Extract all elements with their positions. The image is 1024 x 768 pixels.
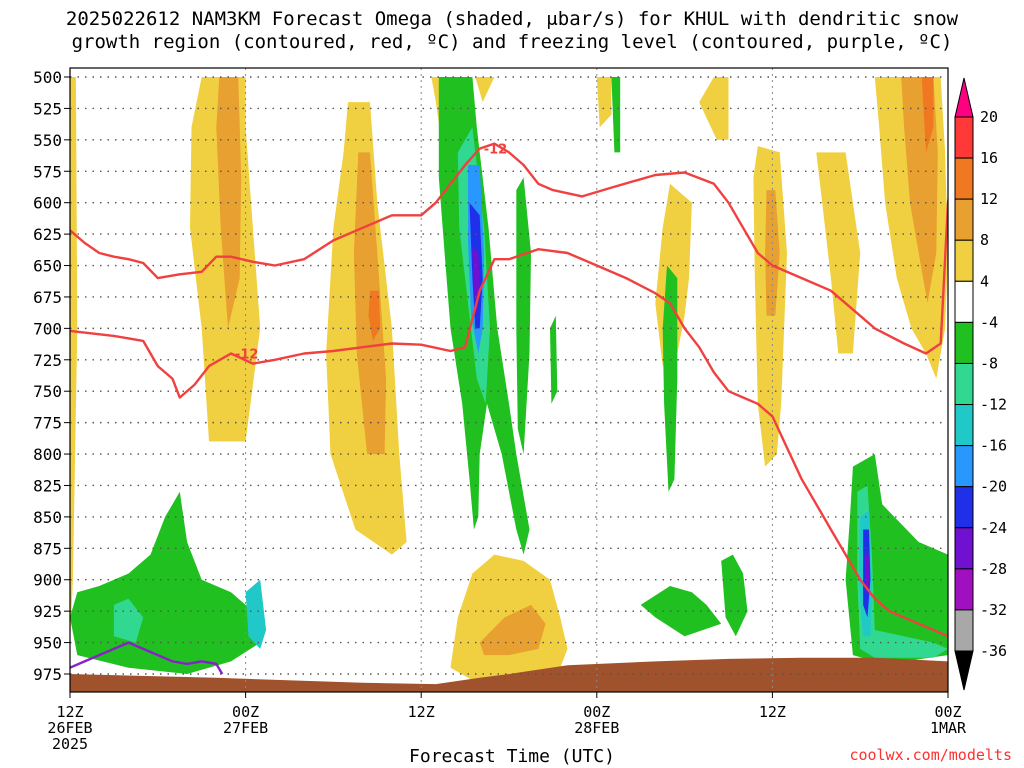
freezing-level-contour [70, 641, 224, 675]
colorbar-swatch-5 [954, 321, 974, 364]
x-tick-label-5-1: 1MAR [930, 719, 967, 737]
omega-region-14 [699, 77, 729, 140]
x-axis-title: Forecast Time (UTC) [409, 746, 615, 767]
omega-region-36 [113, 598, 144, 643]
colorbar-swatch-12 [954, 609, 974, 652]
x-tick-label-3-1: 28FEB [574, 719, 619, 737]
colorbar-swatch-1 [954, 157, 974, 200]
x-tick-label-2-0: 12Z [408, 703, 435, 721]
chart-title-line2: growth region (contoured, red, ºC) and f… [71, 31, 953, 53]
grid-layer [64, 68, 948, 692]
omega-region-12 [765, 190, 780, 316]
credit-label: coolwx.com/modelts [849, 746, 1012, 764]
colorbar-label-13: -36 [980, 642, 1007, 660]
omega-region-34 [864, 554, 869, 593]
y-tick-label-6: 650 [33, 257, 62, 276]
dgz-contour-label-0: -12 [484, 143, 508, 158]
colorbar-bottom-arrow [954, 650, 974, 691]
colorbar-swatch-9 [954, 486, 974, 529]
omega-region-7 [475, 77, 495, 103]
colorbar-label-1: 16 [980, 149, 998, 167]
y-tick-label-12: 800 [33, 445, 62, 464]
omega-region-26 [611, 77, 621, 153]
colorbar-label-5: -4 [980, 313, 998, 331]
y-tick-label-5: 625 [33, 225, 62, 244]
colorbar-swatch-2 [954, 198, 974, 241]
colorbar-label-11: -28 [980, 560, 1007, 578]
y-tick-label-14: 850 [33, 508, 62, 527]
omega-region-24 [516, 177, 531, 455]
terrain-fill [70, 657, 948, 692]
colorbar-swatch-7 [954, 404, 974, 447]
omega-region-25 [550, 315, 558, 404]
colorbar-label-0: 20 [980, 108, 998, 126]
dgz-contour-label-1: -12 [235, 348, 259, 363]
contour-layer: -12 -12 [70, 142, 948, 675]
x-tick-label-0-2: 2025 [52, 735, 88, 753]
colorbar-label-3: 8 [980, 231, 989, 249]
omega-region-15 [816, 152, 861, 354]
colorbar-top-arrow [954, 77, 974, 118]
x-tick-label-0-0: 12Z [56, 703, 83, 721]
omega-shading-layer [70, 77, 948, 681]
omega-region-9 [479, 604, 546, 656]
colorbar-swatch-8 [954, 445, 974, 488]
omega-region-31 [857, 485, 948, 658]
y-tick-label-16: 900 [33, 571, 62, 590]
y-tick-label-19: 975 [33, 665, 62, 684]
x-tick-label-4-0: 12Z [759, 703, 786, 721]
omega-region-0 [70, 77, 78, 643]
y-tick-label-4: 600 [33, 194, 62, 213]
plot-frame [69, 67, 949, 693]
colorbar-swatch-6 [954, 362, 974, 406]
colorbar-label-9: -20 [980, 478, 1007, 496]
colorbar-swatch-11 [954, 568, 974, 611]
x-tick-label-5-0: 00Z [934, 703, 961, 721]
colorbar-swatch-0 [954, 116, 974, 159]
colorbar-swatch-4 [954, 280, 974, 323]
dgz-contour-1 [70, 247, 948, 638]
colorbar-swatch-10 [954, 527, 974, 570]
y-tick-label-3: 575 [33, 162, 62, 181]
omega-region-29 [721, 554, 748, 637]
chart-title-line1: 2025022612 NAM3KM Forecast Omega (shaded… [65, 8, 959, 30]
y-tick-label-11: 775 [33, 414, 62, 433]
y-tick-label-1: 525 [33, 99, 62, 118]
omega-region-28 [640, 586, 722, 637]
colorbar-label-2: 12 [980, 190, 998, 208]
y-tick-label-10: 750 [33, 382, 62, 401]
colorbar-label-7: -12 [980, 396, 1007, 414]
colorbar-label-8: -16 [980, 437, 1007, 455]
omega-region-18 [921, 77, 934, 153]
omega-region-27 [662, 265, 678, 492]
y-tick-label-13: 825 [33, 476, 62, 495]
y-tick-label-0: 500 [33, 68, 62, 87]
y-axis-labels: 500 525 550 575 600 625 650 675 700 725 750 775 800 8… [33, 68, 62, 684]
y-tick-label-7: 675 [33, 288, 62, 307]
omega-region-37 [245, 579, 267, 649]
terrain-layer [70, 657, 948, 692]
x-tick-label-1-0: 00Z [232, 703, 259, 721]
colorbar-swatch-3 [954, 239, 974, 282]
omega-region-35 [70, 491, 261, 674]
y-tick-label-2: 550 [33, 131, 62, 150]
dgz-contour-0 [70, 142, 948, 355]
y-tick-label-17: 925 [33, 602, 62, 621]
colorbar-label-4: 4 [980, 272, 989, 290]
y-tick-label-15: 875 [33, 539, 62, 558]
omega-region-10 [596, 77, 612, 128]
x-tick-label-0-1: 26FEB [47, 719, 92, 737]
y-tick-label-18: 950 [33, 634, 62, 653]
colorbar-label-12: -32 [980, 601, 1007, 619]
colorbar-label-10: -24 [980, 519, 1007, 537]
x-tick-label-1-1: 27FEB [223, 719, 268, 737]
colorbar-label-6: -8 [980, 354, 998, 372]
y-tick-label-8: 700 [33, 319, 62, 338]
y-tick-label-9: 725 [33, 351, 62, 370]
x-tick-label-3-0: 00Z [583, 703, 610, 721]
colorbar: 20 16 12 8 4 -4 -8 -12 -16 -20 -24 -28 -32 -36 [954, 77, 1007, 691]
